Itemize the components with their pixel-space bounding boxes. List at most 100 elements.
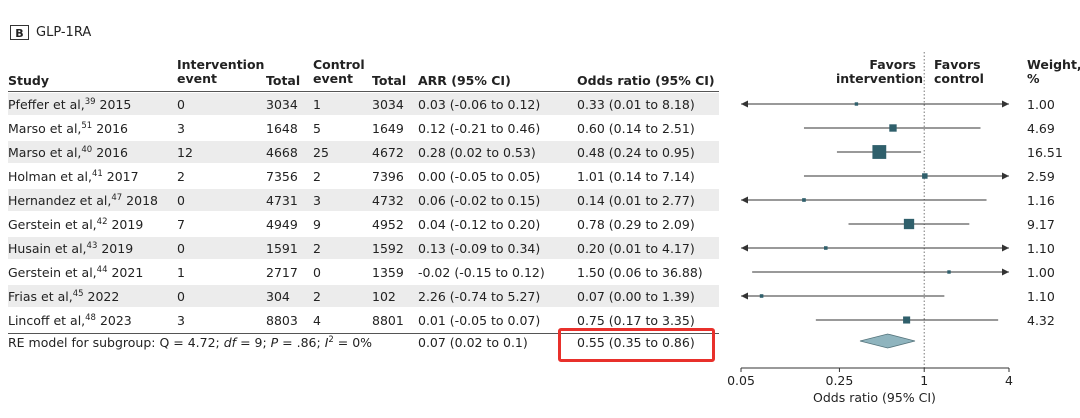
intervention-total-cell: 3034 — [266, 97, 298, 112]
control-event-cell: 1 — [313, 97, 321, 112]
header-total-intervention: Total — [266, 73, 301, 88]
point-estimate-marker — [824, 246, 828, 250]
header-study: Study — [8, 73, 49, 88]
pooled-diamond — [859, 333, 916, 349]
odds-ratio-cell: 0.20 (0.01 to 4.17) — [577, 241, 695, 256]
study-cell: Marso et al,40 2016 — [8, 145, 129, 161]
study-cell: Gerstein et al,42 2019 — [8, 217, 144, 233]
table-row: Hernandez et al,47 2018 0 4731 3 4732 0.06 (-… — [0, 189, 1080, 211]
control-event-cell: 9 — [313, 217, 321, 232]
intervention-total-cell: 4731 — [266, 193, 298, 208]
weight-cell: 1.00 — [1027, 265, 1055, 280]
study-cell: Pfeffer et al,39 2015 — [8, 97, 132, 113]
ci-arrow-right — [1002, 100, 1009, 108]
arr-cell: 0.00 (-0.05 to 0.05) — [418, 169, 541, 184]
arr-cell: 0.03 (-0.06 to 0.12) — [418, 97, 541, 112]
arr-cell: 0.12 (-0.21 to 0.46) — [418, 121, 541, 136]
intervention-total-cell: 4668 — [266, 145, 298, 160]
control-event-cell: 4 — [313, 313, 321, 328]
table-row: Holman et al,41 2017 2 7356 2 7396 0.00 (-0.0… — [0, 165, 1080, 187]
point-estimate-marker — [802, 198, 806, 202]
x-tick-label: 0.25 — [825, 373, 854, 388]
control-total-cell: 4672 — [372, 145, 404, 160]
table-row: Frias et al,45 2022 0 304 2 102 2.26 (-0.74 t… — [0, 285, 1080, 307]
control-total-cell: 1649 — [372, 121, 404, 136]
point-estimate-marker — [903, 316, 911, 324]
weight-cell: 1.10 — [1027, 241, 1055, 256]
weight-cell: 1.16 — [1027, 193, 1055, 208]
control-total-cell: 4952 — [372, 217, 404, 232]
table-row: Gerstein et al,44 2021 1 2717 0 1359 -0.02 (-… — [0, 261, 1080, 283]
header-odds-ratio: Odds ratio (95% CI) — [577, 73, 715, 88]
x-tick-label: 4 — [1005, 373, 1013, 388]
point-estimate-marker — [854, 102, 859, 106]
header-arr: ARR (95% CI) — [418, 73, 511, 88]
arr-cell: 0.06 (-0.02 to 0.15) — [418, 193, 541, 208]
weight-cell: 1.00 — [1027, 97, 1055, 112]
study-cell: Lincoff et al,48 2023 — [8, 313, 132, 329]
arr-cell: 0.04 (-0.12 to 0.20) — [418, 217, 541, 232]
arr-cell: 0.13 (-0.09 to 0.34) — [418, 241, 541, 256]
arr-cell: 0.01 (-0.05 to 0.07) — [418, 313, 541, 328]
control-total-cell: 1592 — [372, 241, 404, 256]
study-cell: Gerstein et al,44 2021 — [8, 265, 144, 281]
control-event-cell: 25 — [313, 145, 329, 160]
control-total-cell: 7396 — [372, 169, 404, 184]
ci-arrow-left — [741, 292, 748, 300]
table-row: Pfeffer et al,39 2015 0 3034 1 3034 0.03 (-0.… — [0, 93, 1080, 115]
point-estimate-marker — [872, 145, 887, 159]
odds-ratio-cell: 0.78 (0.29 to 2.09) — [577, 217, 695, 232]
x-tick-label: 0.05 — [727, 373, 755, 388]
ci-arrow-right — [1002, 172, 1009, 180]
summary-rule — [8, 333, 719, 334]
ci-arrow-left — [741, 244, 748, 252]
header-total-control: Total — [372, 73, 407, 88]
intervention-total-cell: 8803 — [266, 313, 298, 328]
table-row: Husain et al,43 2019 0 1591 2 1592 0.13 (-0.0… — [0, 237, 1080, 259]
intervention-event-cell: 0 — [177, 241, 185, 256]
control-event-cell: 2 — [313, 241, 321, 256]
arr-cell: 2.26 (-0.74 to 5.27) — [418, 289, 541, 304]
intervention-total-cell: 7356 — [266, 169, 298, 184]
intervention-event-cell: 3 — [177, 313, 185, 328]
weight-cell: 1.10 — [1027, 289, 1055, 304]
intervention-total-cell: 1591 — [266, 241, 298, 256]
ci-arrow-left — [741, 196, 748, 204]
control-event-cell: 3 — [313, 193, 321, 208]
intervention-total-cell: 304 — [266, 289, 290, 304]
header-favors-intervention: Favors intervention — [836, 57, 924, 86]
control-event-cell: 2 — [313, 289, 321, 304]
odds-ratio-cell: 0.33 (0.01 to 8.18) — [577, 97, 695, 112]
summary-arr: 0.07 (0.02 to 0.1) — [418, 335, 528, 350]
intervention-event-cell: 1 — [177, 265, 185, 280]
intervention-event-cell: 12 — [177, 145, 193, 160]
x-tick-label: 1 — [920, 373, 929, 388]
header-favors-control: Favors control — [934, 57, 984, 86]
weight-cell: 16.51 — [1027, 145, 1063, 160]
odds-ratio-cell: 1.01 (0.14 to 7.14) — [577, 169, 695, 184]
control-total-cell: 4732 — [372, 193, 404, 208]
arr-cell: -0.02 (-0.15 to 0.12) — [418, 265, 545, 280]
intervention-event-cell: 3 — [177, 121, 185, 136]
weight-cell: 4.69 — [1027, 121, 1055, 136]
point-estimate-marker — [947, 270, 951, 274]
intervention-event-cell: 7 — [177, 217, 185, 232]
header-weight: Weight,% — [1027, 57, 1080, 86]
study-cell: Holman et al,41 2017 — [8, 169, 139, 185]
x-axis-title: Odds ratio (95% CI) — [813, 390, 936, 405]
odds-ratio-cell: 0.14 (0.01 to 2.77) — [577, 193, 695, 208]
odds-ratio-cell: 0.75 (0.17 to 3.35) — [577, 313, 695, 328]
intervention-total-cell: 1648 — [266, 121, 298, 136]
control-event-cell: 2 — [313, 169, 321, 184]
control-event-cell: 0 — [313, 265, 321, 280]
summary-label: RE model for subgroup: Q = 4.72; df = 9;… — [8, 335, 373, 351]
odds-ratio-cell: 0.07 (0.00 to 1.39) — [577, 289, 695, 304]
odds-ratio-cell: 1.50 (0.06 to 36.88) — [577, 265, 703, 280]
weight-cell: 4.32 — [1027, 313, 1055, 328]
control-total-cell: 102 — [372, 289, 396, 304]
intervention-event-cell: 2 — [177, 169, 185, 184]
table-row: Gerstein et al,42 2019 7 4949 9 4952 0.04 (-0… — [0, 213, 1080, 235]
control-total-cell: 3034 — [372, 97, 404, 112]
point-estimate-marker — [922, 173, 928, 179]
